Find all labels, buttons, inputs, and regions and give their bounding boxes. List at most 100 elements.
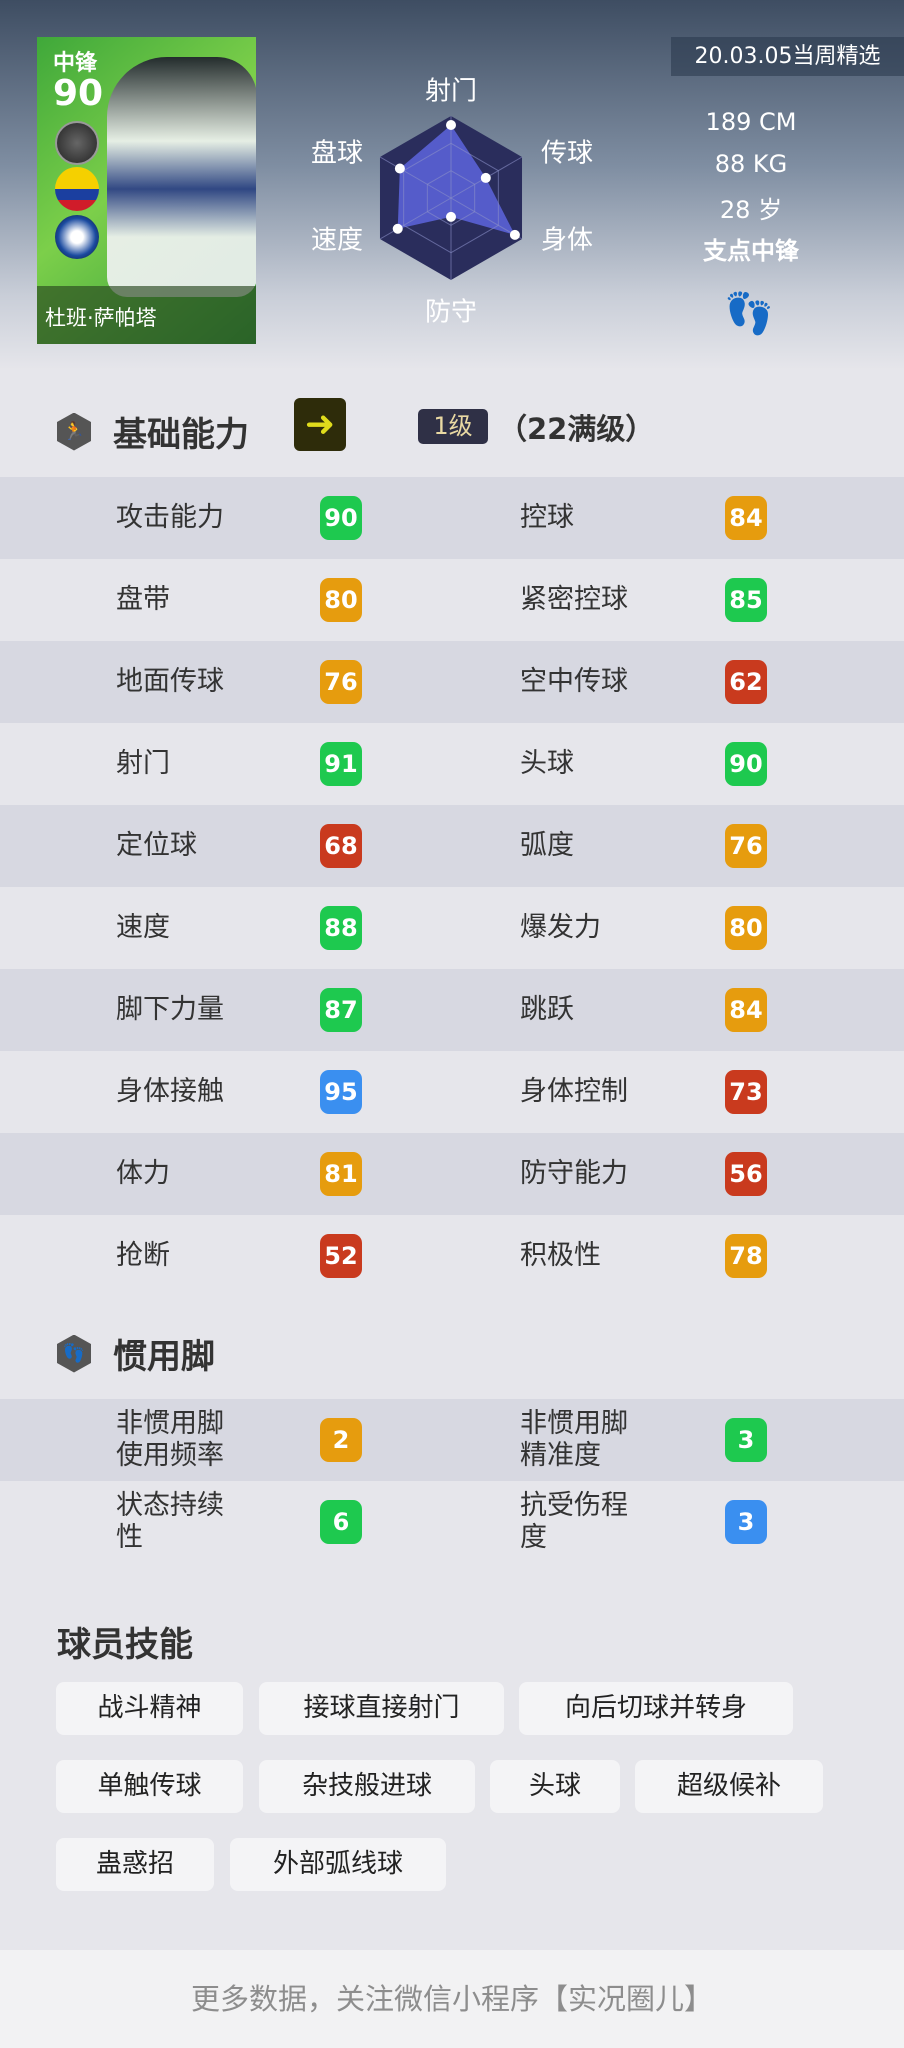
stat-value-badge: 84 <box>725 496 767 540</box>
radar-spoke <box>379 197 452 240</box>
stat-value-badge: 6 <box>320 1500 362 1544</box>
footprint-icon: 👣 <box>724 291 774 337</box>
radar-label-defense: 防守 <box>424 297 478 328</box>
stat-value-badge: 80 <box>320 578 362 622</box>
stat-row: 定位球 68 弧度 76 <box>0 805 904 887</box>
stat-value-badge: 85 <box>725 578 767 622</box>
stat-label: 头球 <box>520 748 574 779</box>
level-badge[interactable]: 1级 <box>418 409 488 444</box>
stat-value-badge: 78 <box>725 1234 767 1278</box>
stat-value-badge: 95 <box>320 1070 362 1114</box>
player-card: 中锋 90 杜班·萨帕塔 <box>37 37 256 344</box>
stat-value-badge: 87 <box>320 988 362 1032</box>
stat-value-badge: 81 <box>320 1152 362 1196</box>
stat-value-badge: 84 <box>725 988 767 1032</box>
card-player-name: 杜班·萨帕塔 <box>37 286 256 344</box>
stat-row: 非惯用脚 使用频率 2 非惯用脚 精准度 3 <box>0 1399 904 1481</box>
skill-chip[interactable]: 战斗精神 <box>56 1682 243 1735</box>
stat-label: 射门 <box>116 748 170 779</box>
skills-title: 球员技能 <box>57 1625 193 1665</box>
radar-label-shooting: 射门 <box>424 76 478 107</box>
stat-label: 身体控制 <box>520 1076 628 1107</box>
stat-label: 非惯用脚 精准度 <box>520 1408 628 1471</box>
stat-row: 脚下力量 87 跳跃 84 <box>0 969 904 1051</box>
stat-row: 速度 88 爆发力 80 <box>0 887 904 969</box>
stat-value-badge: 3 <box>725 1500 767 1544</box>
stat-label: 防守能力 <box>520 1158 628 1189</box>
radar-label-dribbling: 盘球 <box>310 138 364 169</box>
stat-row: 身体接触 95 身体控制 73 <box>0 1051 904 1133</box>
ability-radar-chart <box>379 116 523 280</box>
skill-chip[interactable]: 单触传球 <box>56 1760 243 1813</box>
stat-label: 空中传球 <box>520 666 628 697</box>
stat-label: 盘带 <box>116 584 170 615</box>
stat-label: 紧密控球 <box>520 584 628 615</box>
stat-value-badge: 88 <box>320 906 362 950</box>
stat-label: 积极性 <box>520 1240 601 1271</box>
age-text: 28 岁 <box>719 196 783 224</box>
stat-value-badge: 80 <box>725 906 767 950</box>
basic-ability-title: 基础能力 <box>113 415 249 455</box>
stat-label: 体力 <box>116 1158 170 1189</box>
stat-label: 抗受伤程 度 <box>520 1490 628 1553</box>
stat-label: 脚下力量 <box>116 994 224 1025</box>
radar-point-defense <box>446 211 456 222</box>
stat-label: 身体接触 <box>116 1076 224 1107</box>
stat-label: 控球 <box>520 502 574 533</box>
skill-chip[interactable]: 蛊惑招 <box>56 1838 214 1891</box>
stat-value-badge: 3 <box>725 1418 767 1462</box>
radar-point-shooting <box>446 120 456 131</box>
runner-icon: 🏃 <box>57 412 91 451</box>
stat-row: 地面传球 76 空中传球 62 <box>0 641 904 723</box>
stat-row: 射门 91 头球 90 <box>0 723 904 805</box>
stat-value-badge: 56 <box>725 1152 767 1196</box>
stat-label: 非惯用脚 使用频率 <box>116 1408 224 1471</box>
max-level-text: （22满级） <box>498 412 655 446</box>
radar-label-physical: 身体 <box>540 225 594 256</box>
stat-label: 速度 <box>116 912 170 943</box>
card-overall: 90 <box>53 73 104 114</box>
stat-label: 弧度 <box>520 830 574 861</box>
stat-label: 攻击能力 <box>116 502 224 533</box>
stat-row: 攻击能力 90 控球 84 <box>0 477 904 559</box>
stat-row: 体力 81 防守能力 56 <box>0 1133 904 1215</box>
stat-row: 盘带 80 紧密控球 85 <box>0 559 904 641</box>
skill-chip[interactable]: 超级候补 <box>635 1760 823 1813</box>
radar-point-speed <box>392 223 403 234</box>
skill-chip[interactable]: 向后切球并转身 <box>519 1682 793 1735</box>
preferred-foot-header: 👣 惯用脚 <box>57 1329 215 1378</box>
stat-value-badge: 76 <box>725 824 767 868</box>
weight-text: 88 KG <box>714 150 788 178</box>
preferred-foot-title: 惯用脚 <box>113 1337 215 1377</box>
skill-chip[interactable]: 外部弧线球 <box>230 1838 446 1891</box>
radar-label-speed: 速度 <box>310 225 364 256</box>
stat-value-badge: 91 <box>320 742 362 786</box>
stat-value-badge: 90 <box>725 742 767 786</box>
stat-value-badge: 62 <box>725 660 767 704</box>
stat-value-badge: 68 <box>320 824 362 868</box>
playstyle-text: 支点中锋 <box>703 237 799 265</box>
stat-value-badge: 73 <box>725 1070 767 1114</box>
radar-label-passing: 传球 <box>540 138 594 169</box>
radar-spoke <box>450 197 523 240</box>
stat-value-badge: 90 <box>320 496 362 540</box>
stat-value-badge: 2 <box>320 1418 362 1462</box>
skill-chip[interactable]: 接球直接射门 <box>259 1682 504 1735</box>
foot-icon: 👣 <box>57 1334 91 1373</box>
colombia-flag-icon <box>55 167 99 211</box>
height-text: 189 CM <box>705 108 797 136</box>
stat-label: 爆发力 <box>520 912 601 943</box>
skill-chip[interactable]: 杂技般进球 <box>259 1760 475 1813</box>
card-type-icon <box>55 121 99 165</box>
skill-chip[interactable]: 头球 <box>490 1760 620 1813</box>
date-badge: 20.03.05当周精选 <box>671 37 904 76</box>
radar-point-passing <box>480 172 491 183</box>
club-crest-icon <box>55 215 99 259</box>
footer-promo: 更多数据，关注微信小程序【实况圈儿】 <box>0 1950 904 2048</box>
radar-point-physical <box>509 229 520 240</box>
radar-point-dribbling <box>394 163 405 174</box>
stat-value-badge: 52 <box>320 1234 362 1278</box>
arrow-button[interactable]: ➜ <box>294 398 346 451</box>
stat-label: 状态持续 性 <box>116 1490 224 1553</box>
basic-ability-header: 🏃 基础能力 <box>57 407 249 456</box>
